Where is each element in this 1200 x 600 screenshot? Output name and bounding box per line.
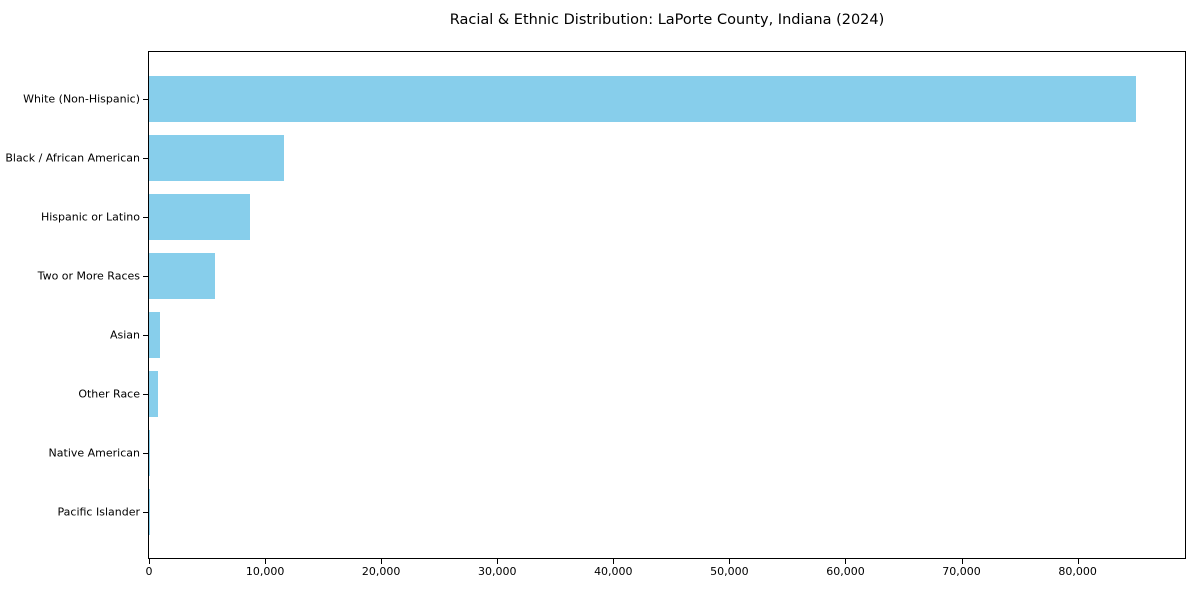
bar [149, 429, 151, 476]
chart-title: Racial & Ethnic Distribution: LaPorte Co… [449, 12, 885, 28]
bar-row: Black / African American [5, 128, 1185, 187]
bar-row: Two or More Races [38, 246, 1185, 305]
category-label: Two or More Races [37, 269, 140, 282]
bar-row: Other Race [78, 364, 1185, 423]
x-tick-label: 30,000 [477, 565, 517, 578]
category-label: Pacific Islander [57, 505, 140, 518]
category-label: Other Race [78, 387, 140, 400]
y-tick-mark [143, 216, 148, 218]
x-tick-label: 0 [145, 565, 153, 578]
y-tick-mark [143, 393, 148, 395]
y-tick-mark [143, 157, 148, 159]
bar [149, 252, 216, 299]
category-label: Native American [48, 446, 140, 459]
x-tick-label: 60,000 [826, 565, 865, 578]
bar [149, 370, 159, 417]
x-tick-mark [381, 559, 383, 564]
category-label: Hispanic or Latino [40, 210, 140, 223]
x-tick-label: 50,000 [710, 565, 749, 578]
category-label: Black / African American [5, 151, 140, 164]
x-tick-label: 80,000 [1058, 565, 1097, 578]
y-tick-mark [143, 275, 148, 277]
x-tick-label: 40,000 [594, 565, 633, 578]
x-tick-mark [265, 559, 267, 564]
bar-row: Asian [110, 305, 1185, 364]
y-tick-mark [143, 98, 148, 100]
x-tick-mark [1077, 559, 1079, 564]
x-tick-label: 70,000 [942, 565, 981, 578]
x-tick-mark [613, 559, 615, 564]
x-tick-label: 10,000 [245, 565, 285, 578]
x-tick-mark [497, 559, 499, 564]
plot-area: White (Non-Hispanic) Black / African Amer… [5, 51, 1186, 578]
bar-row: Hispanic or Latino [41, 187, 1185, 246]
category-label: Asian [109, 328, 140, 341]
x-tick-mark [729, 559, 731, 564]
bar-row: White (Non-Hispanic) [23, 69, 1185, 128]
y-tick-mark [143, 334, 148, 336]
x-tick-mark [845, 559, 847, 564]
bar [149, 193, 250, 240]
x-tick-mark [961, 559, 963, 564]
y-tick-mark [143, 452, 148, 454]
category-label: White (Non-Hispanic) [23, 92, 140, 105]
bar [149, 311, 161, 358]
x-tick-mark [149, 559, 150, 564]
bar-row: Pacific Islander [58, 482, 1185, 541]
bar [149, 134, 285, 181]
y-tick-mark [143, 511, 148, 513]
bars-container: White (Non-Hispanic) Black / African Amer… [5, 52, 1185, 558]
bar [149, 75, 1136, 122]
bar-row: Native American [49, 423, 1185, 482]
x-tick-label: 20,000 [361, 565, 401, 578]
